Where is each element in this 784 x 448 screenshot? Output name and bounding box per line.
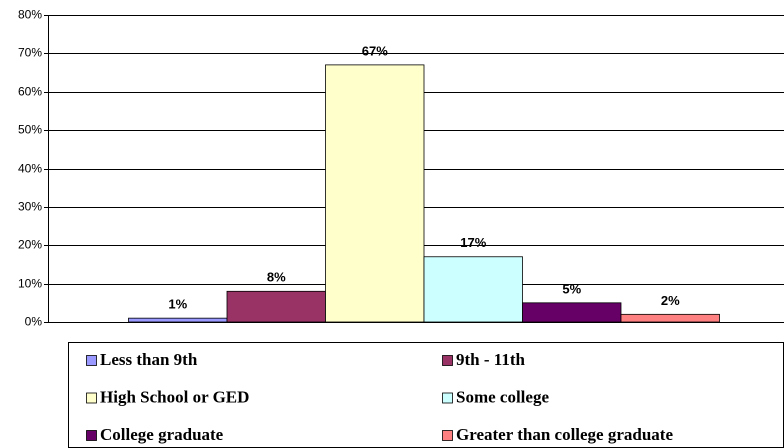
bar: [325, 64, 425, 323]
value-label: 17%: [460, 235, 486, 250]
y-tick-label: 60%: [18, 85, 42, 99]
bar: [226, 290, 326, 323]
legend-swatch: [86, 355, 97, 366]
legend-label: High School or GED: [100, 387, 249, 406]
legend-swatch: [442, 355, 453, 366]
legend-label: College graduate: [100, 425, 224, 444]
value-label: 8%: [267, 270, 286, 285]
y-tick-label: 30%: [18, 200, 42, 214]
legend-swatch: [442, 392, 453, 404]
y-tick-label: 0%: [25, 315, 43, 329]
y-tick-label: 10%: [18, 277, 42, 291]
legend-swatch: [86, 430, 97, 441]
value-label: 1%: [168, 297, 187, 312]
y-tick-label: 80%: [18, 8, 42, 22]
bar: [522, 302, 622, 323]
bar: [620, 313, 720, 323]
value-label: 5%: [562, 281, 581, 296]
value-label: 2%: [661, 293, 680, 308]
legend-label: Less than 9th: [100, 350, 198, 369]
legend-swatch: [442, 430, 453, 441]
y-tick-label: 50%: [18, 123, 42, 137]
y-tick-label: 70%: [18, 46, 42, 60]
legend-label: Some college: [456, 387, 549, 406]
bar: [128, 317, 228, 323]
legend-label: Greater than college graduate: [456, 425, 673, 444]
y-tick-label: 40%: [18, 162, 42, 176]
legend-swatch: [86, 392, 97, 404]
bar: [423, 256, 523, 323]
y-tick-label: 20%: [18, 238, 42, 252]
legend-label: 9th - 11th: [456, 350, 526, 369]
value-label: 67%: [362, 43, 388, 58]
